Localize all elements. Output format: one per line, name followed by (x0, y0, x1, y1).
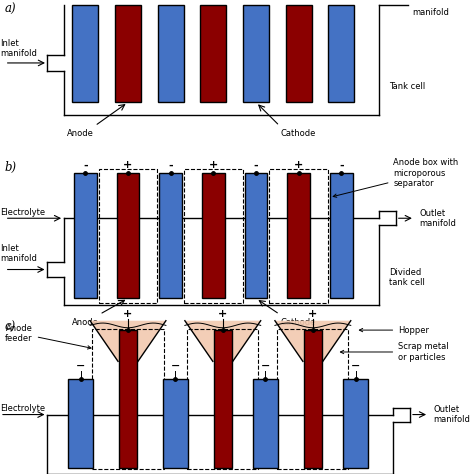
Text: Electrolyte: Electrolyte (0, 404, 45, 413)
Text: +: + (294, 160, 303, 170)
Text: +: + (209, 160, 218, 170)
Bar (285, 5, 312, 102)
Bar (72, 5, 98, 102)
Text: +: + (123, 309, 133, 319)
Bar (99, 169, 157, 303)
Bar (287, 173, 310, 298)
Bar (157, 5, 183, 102)
Text: Anode: Anode (67, 129, 94, 138)
Bar (92, 328, 164, 469)
Text: Anode: Anode (72, 318, 99, 327)
Text: Electrolyte: Electrolyte (0, 208, 45, 217)
Bar (187, 328, 258, 469)
Text: -: - (254, 160, 258, 170)
Text: Outlet
manifold: Outlet manifold (434, 405, 471, 424)
Bar (277, 328, 348, 469)
Bar (184, 169, 243, 303)
Bar (343, 379, 368, 468)
Text: +: + (218, 309, 228, 319)
Bar (117, 173, 139, 298)
Text: Inlet
manifold: Inlet manifold (0, 244, 37, 263)
Bar (119, 330, 137, 468)
Bar (68, 379, 93, 468)
Text: Anode box with
microporous
separator: Anode box with microporous separator (333, 158, 459, 197)
Bar (74, 173, 97, 298)
Text: +: + (308, 309, 318, 319)
Bar (304, 330, 322, 468)
Text: Cathode: Cathode (281, 318, 316, 327)
Text: Scrap metal
or particles: Scrap metal or particles (340, 342, 449, 362)
Bar (202, 173, 225, 298)
Text: -: - (83, 160, 88, 170)
Text: Outlet
manifold: Outlet manifold (419, 209, 456, 228)
Text: Hopper: Hopper (359, 326, 429, 335)
Bar (328, 5, 355, 102)
Text: c): c) (5, 321, 16, 334)
Bar (214, 330, 232, 468)
Text: Anode
feeder: Anode feeder (5, 324, 91, 349)
Text: -: - (168, 160, 173, 170)
Text: Divided
tank cell: Divided tank cell (389, 268, 425, 287)
Text: Inlet
manifold: Inlet manifold (0, 39, 37, 58)
Polygon shape (275, 321, 351, 361)
Text: Cathode: Cathode (281, 129, 316, 138)
Text: −: − (351, 361, 360, 371)
Bar (115, 5, 141, 102)
Text: −: − (171, 361, 180, 371)
Bar (330, 173, 353, 298)
Bar (159, 173, 182, 298)
Bar (243, 5, 269, 102)
Bar (163, 379, 188, 468)
Text: manifold: manifold (412, 8, 449, 17)
Text: Tank cell: Tank cell (389, 82, 425, 91)
Bar (200, 5, 226, 102)
Text: b): b) (5, 161, 17, 173)
Bar (269, 169, 328, 303)
Text: −: − (261, 361, 270, 371)
Text: +: + (123, 160, 133, 170)
Text: -: - (339, 160, 344, 170)
Polygon shape (185, 321, 261, 361)
Bar (253, 379, 278, 468)
Bar (245, 173, 267, 298)
Polygon shape (90, 321, 166, 361)
Text: a): a) (5, 3, 17, 16)
Text: −: − (76, 361, 85, 371)
